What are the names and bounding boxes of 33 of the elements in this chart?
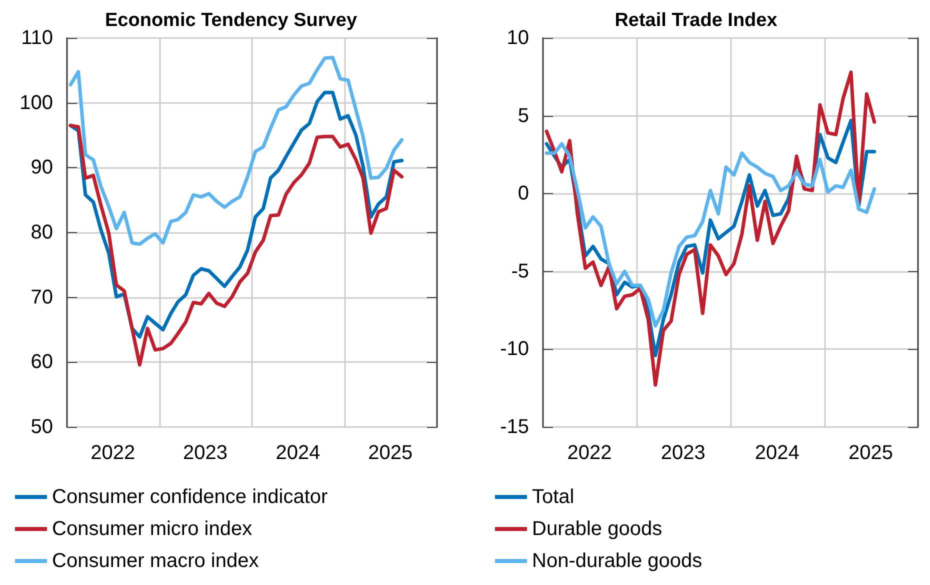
y-tick-label: 5 xyxy=(518,104,529,127)
y-tick-label: 60 xyxy=(30,351,53,374)
legend-label: Consumer micro index xyxy=(52,518,252,540)
x-tick-label: 2022 xyxy=(90,442,136,464)
legend-label: Total xyxy=(532,486,574,508)
y-tick-label: 50 xyxy=(30,416,53,438)
y-tick-label: 100 xyxy=(20,92,53,114)
y-tick-label: 70 xyxy=(30,286,53,308)
x-tick-label: 2025 xyxy=(848,442,894,464)
y-tick-label: 0 xyxy=(518,182,529,205)
legend-label: Durable goods xyxy=(532,518,662,540)
x-tick-label: 2022 xyxy=(567,442,612,464)
y-tick-label: 90 xyxy=(30,156,53,179)
legend-label: Non-durable goods xyxy=(532,550,702,572)
chart-title: Economic Tendency Survey xyxy=(104,10,358,31)
line-series xyxy=(68,124,404,367)
line-series xyxy=(544,142,876,328)
chart-title: Retail Trade Index xyxy=(614,10,778,31)
line-series xyxy=(68,56,404,246)
x-tick-label: 2025 xyxy=(368,442,413,464)
y-tick-label: 110 xyxy=(21,27,53,49)
y-tick-label: -15 xyxy=(500,416,529,438)
x-tick-label: 2024 xyxy=(754,442,800,464)
legend-label: Consumer macro index xyxy=(52,550,259,572)
x-tick-label: 2023 xyxy=(183,442,228,464)
y-tick-label: 80 xyxy=(30,222,53,244)
y-tick-label: -5 xyxy=(511,260,529,282)
x-tick-label: 2023 xyxy=(660,442,706,464)
y-tick-label: 10 xyxy=(506,27,529,49)
legend-label: Consumer confidence indicator xyxy=(52,486,328,508)
y-tick-label: -10 xyxy=(500,338,529,360)
x-tick-label: 2024 xyxy=(276,442,320,464)
line-series xyxy=(544,70,876,387)
